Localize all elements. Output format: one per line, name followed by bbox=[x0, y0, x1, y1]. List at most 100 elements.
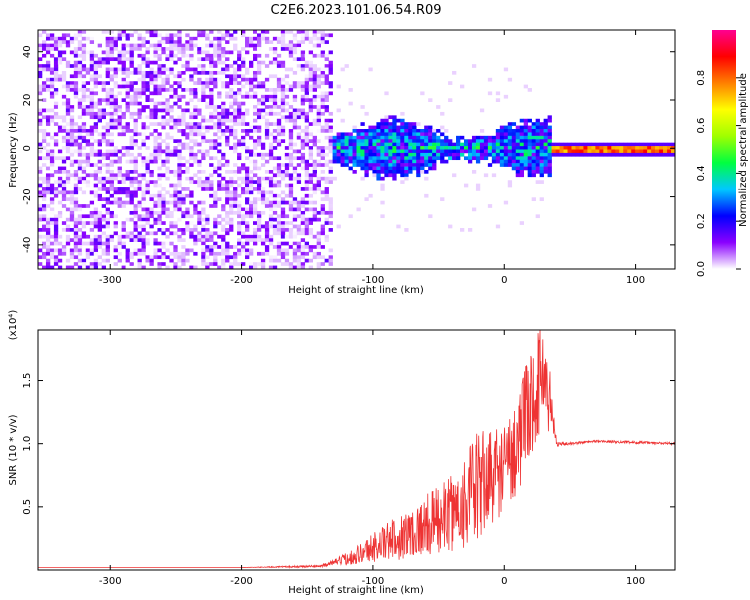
spectrogram-cell bbox=[217, 30, 222, 34]
spectrogram-cell bbox=[360, 156, 365, 161]
spectrogram-cell bbox=[292, 245, 298, 249]
spectrogram-cell bbox=[264, 125, 270, 130]
spectrogram-cell bbox=[197, 169, 202, 174]
spectrogram-cell bbox=[41, 180, 47, 184]
spectrogram-cell bbox=[328, 64, 333, 68]
spectrogram-cell bbox=[388, 125, 393, 130]
spectrogram-cell bbox=[252, 105, 258, 109]
spectrogram-cell bbox=[471, 135, 477, 140]
spectrogram-cell bbox=[133, 166, 138, 171]
spectrogram-cell bbox=[324, 81, 329, 85]
spectrogram-cell bbox=[304, 135, 310, 140]
spectrogram-cell bbox=[125, 234, 130, 239]
spectrogram-cell bbox=[436, 142, 441, 147]
spectrogram-cell bbox=[408, 152, 413, 157]
spectrogram-cell bbox=[221, 70, 226, 75]
spectrogram-cell bbox=[125, 88, 130, 92]
spectrogram-cell bbox=[197, 234, 202, 239]
spectrogram-cell bbox=[201, 135, 206, 140]
spectrogram-cell bbox=[249, 214, 254, 219]
spectrogram-cell bbox=[181, 108, 186, 113]
spectrogram-cell bbox=[284, 146, 290, 150]
spectrogram-cell bbox=[113, 70, 118, 75]
spectrogram-cell bbox=[105, 152, 110, 157]
spectrogram-cell bbox=[129, 200, 134, 205]
spectrogram-cell bbox=[153, 146, 158, 150]
spectrogram-cell bbox=[185, 101, 190, 106]
spectrogram-cell bbox=[400, 166, 405, 171]
spectrogram-cell bbox=[256, 101, 262, 106]
spectrogram-cell bbox=[225, 111, 230, 116]
spectrogram-cell bbox=[157, 122, 162, 126]
spectrogram-cell bbox=[563, 152, 568, 157]
spectrogram-cell bbox=[65, 258, 71, 263]
spectrogram-cell bbox=[89, 200, 95, 205]
spectrogram-cell bbox=[105, 169, 110, 174]
spectrogram-x-ticks: -300 -200 -100 0 100 bbox=[99, 30, 645, 286]
spectrogram-cell bbox=[173, 262, 178, 266]
spectrogram-cell bbox=[97, 187, 102, 191]
spectrogram-cell bbox=[392, 118, 397, 123]
spectrogram-cell bbox=[125, 43, 130, 48]
spectrogram-cell bbox=[252, 108, 258, 113]
spectrogram-cell bbox=[316, 84, 321, 89]
spectrogram-cell bbox=[145, 163, 150, 167]
spectrogram-cell bbox=[45, 156, 51, 161]
spectrogram-cell bbox=[153, 135, 158, 140]
spectrogram-cell bbox=[205, 173, 210, 178]
spectrogram-cell bbox=[93, 64, 99, 68]
spectrogram-cell bbox=[137, 111, 142, 116]
spectrogram-cell bbox=[356, 156, 361, 161]
spectrogram-cell bbox=[491, 135, 497, 140]
spectrogram-cell bbox=[113, 152, 118, 157]
spectrogram-cell bbox=[312, 251, 317, 256]
spectrogram-cell bbox=[141, 57, 146, 62]
spectrogram-cell bbox=[65, 98, 71, 102]
spectrogram-cell bbox=[388, 115, 393, 120]
snr-x-ticks: -300 -200 -100 0 100 bbox=[99, 330, 645, 587]
spectrogram-cell bbox=[49, 255, 55, 260]
spectrogram-cell bbox=[205, 217, 210, 222]
spectrogram-cell bbox=[165, 159, 170, 164]
spectrogram-cell bbox=[161, 40, 166, 44]
spectrogram-cell bbox=[137, 108, 142, 113]
spectrogram-cell bbox=[121, 265, 126, 270]
spectrogram-cell bbox=[161, 50, 166, 55]
spectrogram-cell bbox=[448, 81, 453, 85]
spectrogram-cell bbox=[276, 245, 282, 249]
spectrogram-cell bbox=[189, 53, 194, 58]
spectrogram-cell bbox=[280, 173, 286, 178]
spectrogram-cell bbox=[197, 183, 202, 188]
spectrogram-cell bbox=[117, 169, 122, 174]
spectrogram-cell bbox=[185, 122, 190, 126]
spectrogram-cell bbox=[471, 64, 477, 68]
spectrogram-cell bbox=[89, 210, 95, 215]
spectrogram-cell bbox=[38, 57, 43, 62]
spectrogram-cell bbox=[336, 149, 341, 154]
spectrogram-cell bbox=[201, 180, 206, 184]
spectrogram-cell bbox=[81, 67, 87, 72]
spectrogram-cell bbox=[225, 30, 230, 34]
spectrogram-cell bbox=[340, 149, 345, 154]
spectrogram-cell bbox=[483, 156, 489, 161]
spectrogram-cell bbox=[105, 101, 110, 106]
spectrogram-cell bbox=[296, 43, 302, 48]
spectrogram-cell bbox=[623, 149, 628, 154]
spectrogram-cell bbox=[643, 152, 648, 157]
spectrogram-cell bbox=[288, 245, 294, 249]
spectrogram-cell bbox=[300, 231, 306, 236]
spectrogram-cell bbox=[213, 255, 218, 260]
spectrogram-cell bbox=[396, 169, 401, 174]
spectrogram-cell bbox=[308, 70, 314, 75]
spectrogram-cell bbox=[296, 30, 302, 34]
spectrogram-cell bbox=[304, 88, 310, 92]
spectrogram-cell bbox=[531, 156, 536, 161]
spectrogram-cell bbox=[65, 180, 71, 184]
spectrogram-cell bbox=[320, 129, 325, 133]
spectrogram-cell bbox=[264, 30, 270, 34]
spectrogram-cell bbox=[185, 60, 190, 65]
spectrogram-cell bbox=[165, 40, 170, 44]
spectrogram-cell bbox=[89, 238, 95, 242]
spectrogram-cell bbox=[312, 81, 317, 85]
spectrogram-cell bbox=[272, 183, 278, 188]
